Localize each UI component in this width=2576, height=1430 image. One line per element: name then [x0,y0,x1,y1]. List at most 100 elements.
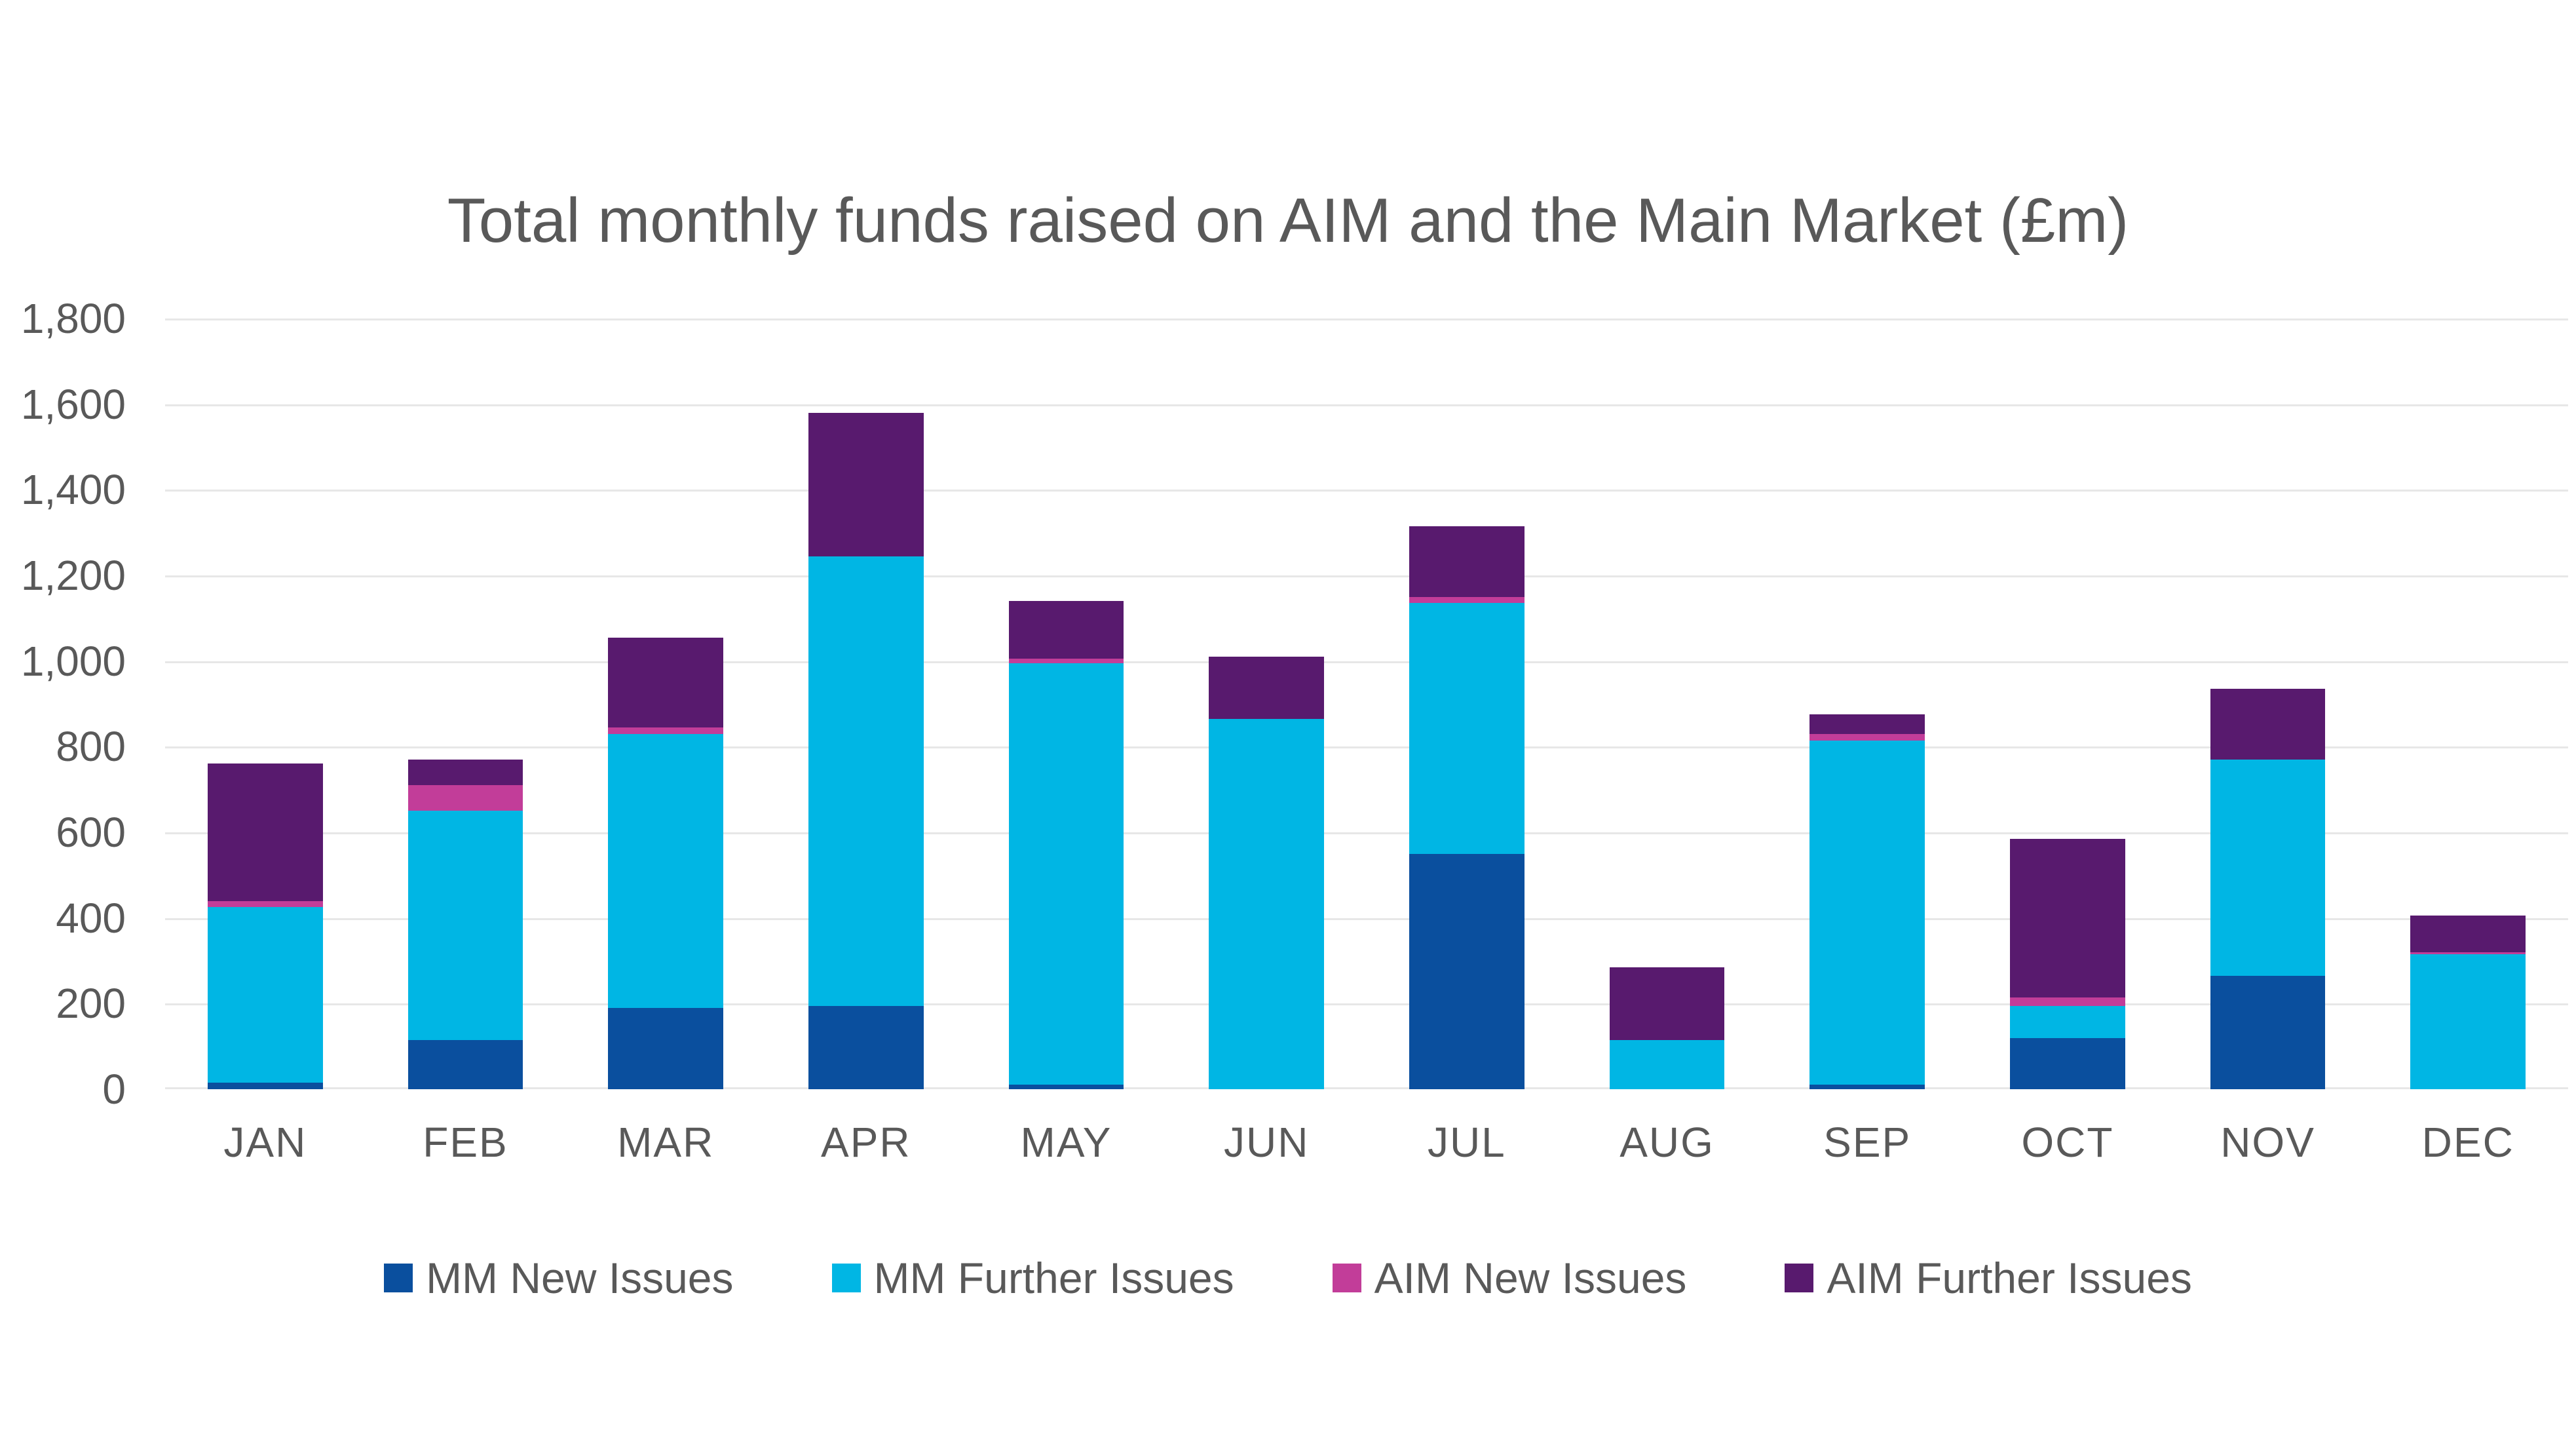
x-axis-tick-label: DEC [2421,1119,2514,1166]
y-axis-tick-label: 0 [102,1066,126,1113]
x-axis-tick-label: MAY [1020,1119,1112,1166]
bar-segment-aim-further-issues [1209,657,1325,719]
bars-layer [165,319,2568,1089]
gridline [165,1087,2568,1089]
bar-segment-aim-new-issues [1409,596,1525,604]
bar-segment-mm-further-issues [407,811,523,1040]
stacked-bar [407,319,523,1089]
x-axis-tick-label: FEB [423,1119,508,1166]
bar-group-sep [1767,319,1967,1089]
bar-segment-mm-further-issues [1008,663,1124,1085]
x-axis-tick-label: OCT [2021,1119,2114,1166]
y-axis-tick-label: 1,600 [20,380,126,428]
chart-title: Total monthly funds raised on AIM and th… [447,185,2129,256]
bar-segment-mm-new-issues [1409,853,1525,1089]
stacked-bar [608,319,724,1089]
x-axis-tick-label: SEP [1823,1119,1912,1166]
bar-segment-aim-new-issues [1008,659,1124,663]
bar-segment-mm-new-issues [1809,1085,1925,1089]
x-axis-tick-label: APR [821,1119,911,1166]
bar-segment-aim-further-issues [1609,967,1725,1040]
x-axis-tick-label: JUN [1223,1119,1310,1166]
bar-segment-aim-further-issues [808,412,924,556]
bar-segment-aim-further-issues [608,637,724,727]
bar-group-jul [1367,319,1567,1089]
x-axis-tick-label: JAN [223,1119,307,1166]
bar-segment-mm-further-issues [1609,1039,1725,1089]
gridline [165,490,2568,492]
stacked-bar [1209,319,1325,1089]
y-axis-tick-label: 200 [56,980,126,1028]
bar-group-feb [366,319,566,1089]
y-axis: 1,800 1,600 1,400 1,200 1,000 800 600 400 200 0 [0,298,126,1110]
bar-segment-aim-further-issues [407,759,523,786]
y-axis-tick-label: 1,000 [20,637,126,685]
bar-group-dec [2368,319,2568,1089]
legend-item-mm-further-issues: MM Further Issues [831,1253,1234,1303]
x-axis-tick-label: JUL [1427,1119,1506,1166]
bar-group-mar [565,319,766,1089]
gridline [165,319,2568,320]
bar-segment-aim-new-issues [407,785,523,811]
gridline [165,404,2568,406]
bar-segment-mm-further-issues [2210,759,2326,976]
y-axis-tick-label: 1,400 [20,466,126,514]
gridline [165,832,2568,834]
bar-group-nov [2168,319,2368,1089]
bar-segment-mm-further-issues [1209,718,1325,1089]
bar-segment-aim-further-issues [1809,714,1925,734]
bar-group-oct [1967,319,2168,1089]
bar-segment-mm-new-issues [2210,975,2326,1089]
stacked-bar [1609,319,1725,1089]
bar-segment-aim-new-issues [1809,733,1925,741]
legend-label: AIM Further Issues [1827,1254,2192,1302]
y-axis-tick-label: 400 [56,894,126,942]
bar-segment-mm-new-issues [2010,1037,2125,1089]
bar-segment-aim-further-issues [2010,838,2125,997]
y-axis-tick-label: 600 [56,809,126,856]
bar-segment-aim-new-issues [2010,997,2125,1006]
bar-segment-mm-further-issues [608,733,724,1008]
bar-group-aug [1567,319,1768,1089]
bar-segment-mm-further-issues [1409,603,1525,854]
x-axis-tick-label: NOV [2220,1119,2315,1166]
y-axis-tick-label: 1,200 [20,552,126,599]
gridline [165,575,2568,577]
y-axis-tick-label: 1,800 [20,295,126,342]
stacked-bar [2010,319,2125,1089]
stacked-bar [1809,319,1925,1089]
legend-item-mm-new-issues: MM New Issues [384,1253,734,1303]
gridline [165,918,2568,920]
bar-segment-aim-further-issues [1008,601,1124,659]
legend-label: MM New Issues [426,1254,734,1302]
bar-segment-aim-further-issues [1409,526,1525,597]
bar-segment-mm-further-issues [2410,954,2526,1089]
bar-segment-mm-further-issues [2010,1005,2125,1038]
bar-segment-aim-further-issues [207,763,323,901]
bar-segment-aim-further-issues [2410,916,2526,952]
bar-segment-mm-new-issues [608,1007,724,1089]
stacked-bar [2210,319,2326,1089]
legend-label: AIM New Issues [1374,1254,1687,1302]
bar-segment-mm-further-issues [1809,740,1925,1085]
bar-segment-mm-new-issues [407,1039,523,1089]
stacked-bar [1409,319,1525,1089]
bar-group-apr [766,319,966,1089]
stacked-bar [808,319,924,1089]
x-axis-tick-label: AUG [1619,1119,1714,1166]
stacked-bar [2410,319,2526,1089]
legend-item-aim-further-issues: AIM Further Issues [1785,1253,2192,1303]
stacked-bar [1008,319,1124,1089]
bar-segment-mm-further-issues [207,907,323,1083]
bar-segment-mm-new-issues [207,1083,323,1089]
bar-segment-aim-new-issues [207,900,323,908]
bar-segment-aim-new-issues [608,727,724,734]
x-axis-tick-label: MAR [617,1119,715,1166]
stacked-bar [207,319,323,1089]
bar-segment-mm-further-issues [808,556,924,1006]
legend-swatch-icon [1785,1264,1814,1292]
bar-segment-aim-new-issues [2410,952,2526,955]
legend-swatch-icon [1332,1264,1361,1292]
bar-group-jan [165,319,366,1089]
